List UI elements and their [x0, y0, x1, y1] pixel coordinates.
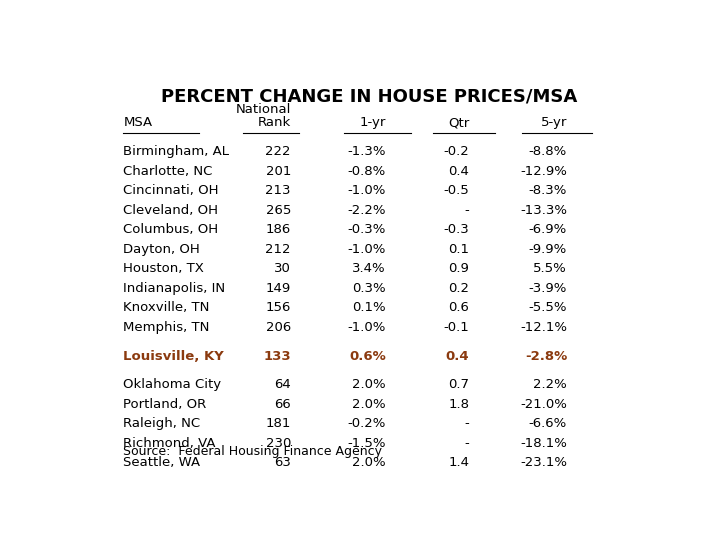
Text: 0.9: 0.9: [449, 262, 469, 275]
Text: 0.1: 0.1: [449, 243, 469, 256]
Text: -: -: [464, 204, 469, 217]
Text: Raleigh, NC: Raleigh, NC: [124, 417, 201, 430]
Text: Oklahoma City: Oklahoma City: [124, 379, 222, 392]
Text: -0.3: -0.3: [444, 223, 469, 236]
Text: Cincinnati, OH: Cincinnati, OH: [124, 184, 219, 197]
Text: -1.3%: -1.3%: [347, 145, 386, 158]
Text: -1.0%: -1.0%: [347, 184, 386, 197]
Text: 0.6: 0.6: [449, 301, 469, 314]
Text: -12.9%: -12.9%: [521, 165, 567, 178]
Text: -: -: [464, 417, 469, 430]
Text: Knoxville, TN: Knoxville, TN: [124, 301, 210, 314]
Text: 63: 63: [274, 456, 291, 469]
Text: -0.2: -0.2: [444, 145, 469, 158]
Text: 0.2: 0.2: [449, 282, 469, 295]
Text: 149: 149: [266, 282, 291, 295]
Text: 0.3%: 0.3%: [352, 282, 386, 295]
Text: 2.0%: 2.0%: [352, 398, 386, 411]
Text: -6.9%: -6.9%: [528, 223, 567, 236]
Text: Indianapolis, IN: Indianapolis, IN: [124, 282, 225, 295]
Text: 0.6%: 0.6%: [349, 349, 386, 363]
Text: -18.1%: -18.1%: [521, 437, 567, 450]
Text: -0.1: -0.1: [444, 321, 469, 334]
Text: 5-yr: 5-yr: [541, 116, 567, 129]
Text: 201: 201: [266, 165, 291, 178]
Text: 212: 212: [266, 243, 291, 256]
Text: 3.4%: 3.4%: [352, 262, 386, 275]
Text: Source:  Federal Housing Finance Agency: Source: Federal Housing Finance Agency: [124, 445, 382, 458]
Text: Portland, OR: Portland, OR: [124, 398, 207, 411]
Text: Seattle, WA: Seattle, WA: [124, 456, 201, 469]
Text: -8.3%: -8.3%: [528, 184, 567, 197]
Text: -0.8%: -0.8%: [348, 165, 386, 178]
Text: -5.5%: -5.5%: [528, 301, 567, 314]
Text: 64: 64: [274, 379, 291, 392]
Text: 2.0%: 2.0%: [352, 379, 386, 392]
Text: Cleveland, OH: Cleveland, OH: [124, 204, 218, 217]
Text: Rank: Rank: [258, 116, 291, 129]
Text: -1.5%: -1.5%: [347, 437, 386, 450]
Text: National: National: [235, 103, 291, 116]
Text: 30: 30: [274, 262, 291, 275]
Text: -8.8%: -8.8%: [528, 145, 567, 158]
Text: Memphis, TN: Memphis, TN: [124, 321, 210, 334]
Text: 1.8: 1.8: [449, 398, 469, 411]
Text: 66: 66: [274, 398, 291, 411]
Text: 1-yr: 1-yr: [359, 116, 386, 129]
Text: Dayton, OH: Dayton, OH: [124, 243, 200, 256]
Text: 1.4: 1.4: [449, 456, 469, 469]
Text: -0.3%: -0.3%: [347, 223, 386, 236]
Text: -6.6%: -6.6%: [528, 417, 567, 430]
Text: -23.1%: -23.1%: [520, 456, 567, 469]
Text: MSA: MSA: [124, 116, 153, 129]
Text: 2.0%: 2.0%: [352, 456, 386, 469]
Text: -3.9%: -3.9%: [528, 282, 567, 295]
Text: 0.4: 0.4: [449, 165, 469, 178]
Text: Charlotte, NC: Charlotte, NC: [124, 165, 213, 178]
Text: 2.2%: 2.2%: [534, 379, 567, 392]
Text: -9.9%: -9.9%: [528, 243, 567, 256]
Text: Louisville, KY: Louisville, KY: [124, 349, 224, 363]
Text: -2.2%: -2.2%: [347, 204, 386, 217]
Text: -2.8%: -2.8%: [525, 349, 567, 363]
Text: -21.0%: -21.0%: [521, 398, 567, 411]
Text: 206: 206: [266, 321, 291, 334]
Text: -1.0%: -1.0%: [347, 321, 386, 334]
Text: Richmond, VA: Richmond, VA: [124, 437, 216, 450]
Text: 156: 156: [266, 301, 291, 314]
Text: 0.4: 0.4: [446, 349, 469, 363]
Text: -0.2%: -0.2%: [347, 417, 386, 430]
Text: PERCENT CHANGE IN HOUSE PRICES/MSA: PERCENT CHANGE IN HOUSE PRICES/MSA: [161, 87, 577, 106]
Text: -: -: [464, 437, 469, 450]
Text: -12.1%: -12.1%: [520, 321, 567, 334]
Text: Columbus, OH: Columbus, OH: [124, 223, 219, 236]
Text: 265: 265: [266, 204, 291, 217]
Text: -0.5: -0.5: [444, 184, 469, 197]
Text: 133: 133: [264, 349, 291, 363]
Text: -1.0%: -1.0%: [347, 243, 386, 256]
Text: 222: 222: [266, 145, 291, 158]
Text: 181: 181: [266, 417, 291, 430]
Text: 0.7: 0.7: [449, 379, 469, 392]
Text: 213: 213: [266, 184, 291, 197]
Text: 186: 186: [266, 223, 291, 236]
Text: 5.5%: 5.5%: [534, 262, 567, 275]
Text: Qtr: Qtr: [448, 116, 469, 129]
Text: -13.3%: -13.3%: [520, 204, 567, 217]
Text: 0.1%: 0.1%: [352, 301, 386, 314]
Text: Birmingham, AL: Birmingham, AL: [124, 145, 230, 158]
Text: Houston, TX: Houston, TX: [124, 262, 204, 275]
Text: 230: 230: [266, 437, 291, 450]
